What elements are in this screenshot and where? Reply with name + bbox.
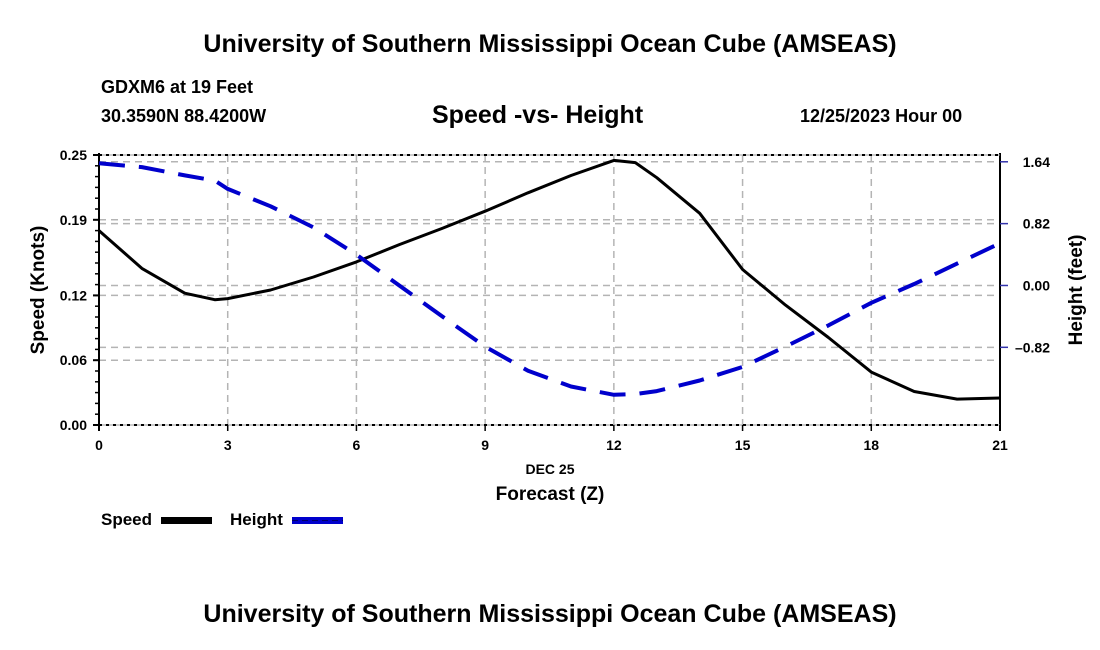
x-tick-label: 9 xyxy=(481,437,489,453)
series-line-speed xyxy=(98,158,1001,401)
x-tick-label: 21 xyxy=(992,437,1008,453)
station-label: GDXM6 at 19 Feet xyxy=(101,77,254,97)
y-tick-label: 0.25 xyxy=(60,147,87,163)
x-tick-label: 15 xyxy=(735,437,751,453)
x-tick-label: 18 xyxy=(863,437,879,453)
y-tick-label: 0.12 xyxy=(60,287,87,303)
series-group xyxy=(98,158,1001,401)
y2-tick-label: –0.82 xyxy=(1015,339,1050,355)
y-tick-label: 0.06 xyxy=(60,352,87,368)
legend-height-label: Height xyxy=(230,510,283,529)
x-axis-label: Forecast (Z) xyxy=(496,484,605,505)
legend: Speed Height xyxy=(101,510,343,529)
axis-ticks: 0.00 0.06 0.12 0.19 0.25 –0.82 0.00 0.82 1.64 0 3 6… xyxy=(60,147,1050,453)
y2-tick-label: 0.00 xyxy=(1023,277,1050,293)
y-tick-label: 0.19 xyxy=(60,212,87,228)
grid-lines xyxy=(99,155,1000,425)
legend-speed-label: Speed xyxy=(101,510,152,529)
y-axis-label: Speed (Knots) xyxy=(28,226,49,355)
x-tick-label: 3 xyxy=(224,437,232,453)
datetime-label: 12/25/2023 Hour 00 xyxy=(800,106,963,126)
legend-speed-swatch xyxy=(161,517,212,524)
top-title: University of Southern Mississippi Ocean… xyxy=(203,30,897,58)
plot-frame xyxy=(98,153,1001,431)
y2-tick-label: 1.64 xyxy=(1023,154,1050,170)
x-tick-label: 0 xyxy=(95,437,103,453)
x-tick-label: 12 xyxy=(606,437,622,453)
chart-title: Speed -vs- Height xyxy=(432,101,644,129)
x-sublabel: DEC 25 xyxy=(525,461,574,477)
coordinates-label: 30.3590N 88.4200W xyxy=(101,106,267,126)
series-line-height xyxy=(98,161,1001,397)
y2-tick-label: 0.82 xyxy=(1023,216,1050,232)
bottom-title: University of Southern Mississippi Ocean… xyxy=(203,600,897,628)
y-tick-label: 0.00 xyxy=(60,417,87,433)
x-tick-label: 6 xyxy=(353,437,361,453)
y2-axis-label: Height (feet) xyxy=(1066,235,1087,346)
